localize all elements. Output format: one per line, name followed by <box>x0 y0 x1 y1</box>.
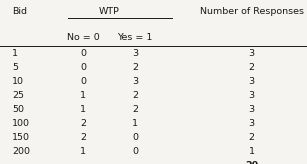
Text: 25: 25 <box>12 91 24 100</box>
Text: 10: 10 <box>12 77 24 86</box>
Text: 3: 3 <box>249 49 255 58</box>
Text: 1: 1 <box>132 119 138 128</box>
Text: No = 0: No = 0 <box>67 33 99 42</box>
Text: 3: 3 <box>249 77 255 86</box>
Text: 2: 2 <box>80 133 86 142</box>
Text: Bid: Bid <box>12 7 27 16</box>
Text: 150: 150 <box>12 133 30 142</box>
Text: Yes = 1: Yes = 1 <box>117 33 153 42</box>
Text: 1: 1 <box>80 105 86 114</box>
Text: 2: 2 <box>249 133 255 142</box>
Text: 2: 2 <box>132 105 138 114</box>
Text: 3: 3 <box>249 119 255 128</box>
Text: 3: 3 <box>249 91 255 100</box>
Text: 20: 20 <box>245 161 258 164</box>
Text: 2: 2 <box>132 91 138 100</box>
Text: 0: 0 <box>80 49 86 58</box>
Text: 1: 1 <box>249 147 255 156</box>
Text: 1: 1 <box>12 49 18 58</box>
Text: 200: 200 <box>12 147 30 156</box>
Text: 3: 3 <box>132 77 138 86</box>
Text: 0: 0 <box>132 133 138 142</box>
Text: 3: 3 <box>132 49 138 58</box>
Text: 0: 0 <box>132 147 138 156</box>
Text: 3: 3 <box>249 105 255 114</box>
Text: Number of Responses: Number of Responses <box>200 7 304 16</box>
Text: 2: 2 <box>80 119 86 128</box>
Text: 0: 0 <box>80 63 86 72</box>
Text: 2: 2 <box>132 63 138 72</box>
Text: 50: 50 <box>12 105 24 114</box>
Text: WTP: WTP <box>99 7 119 16</box>
Text: 100: 100 <box>12 119 30 128</box>
Text: 1: 1 <box>80 91 86 100</box>
Text: 5: 5 <box>12 63 18 72</box>
Text: 2: 2 <box>249 63 255 72</box>
Text: 1: 1 <box>80 147 86 156</box>
Text: 0: 0 <box>80 77 86 86</box>
